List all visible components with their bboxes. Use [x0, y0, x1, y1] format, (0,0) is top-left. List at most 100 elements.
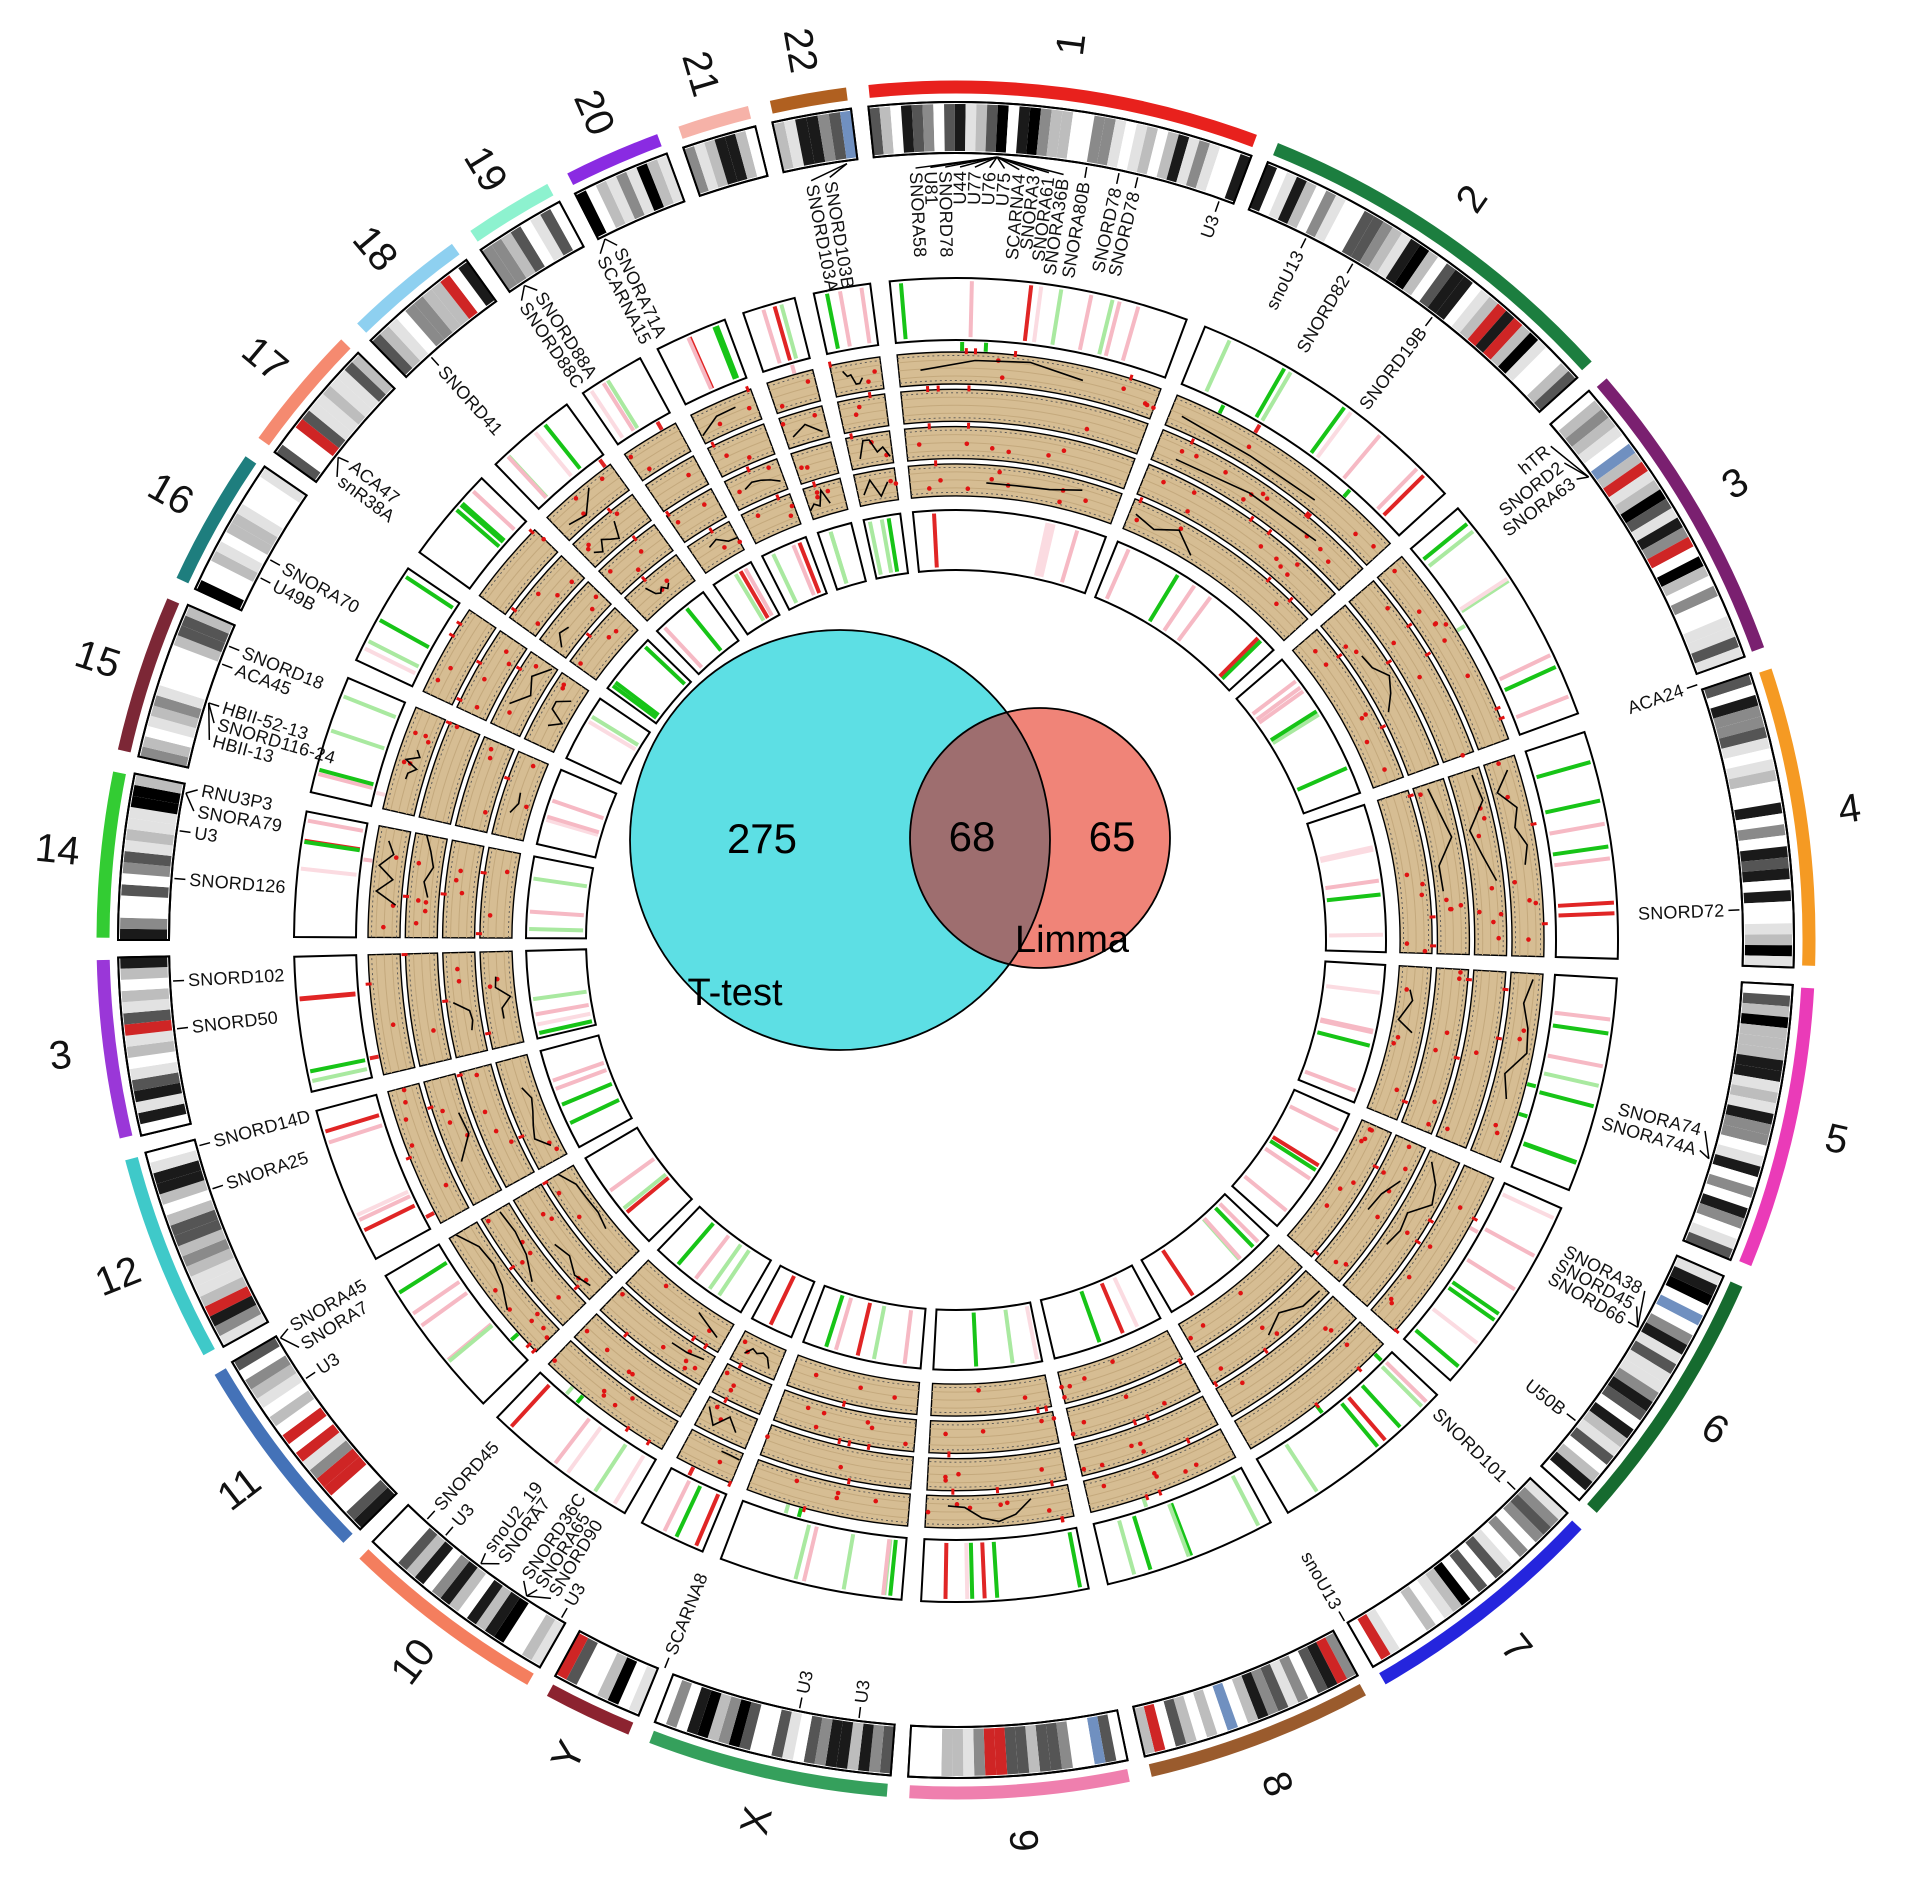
- data-ring-rule: [469, 1225, 554, 1336]
- data-tick: [1379, 724, 1387, 730]
- ideogram-band: [390, 1520, 430, 1563]
- gene-label-leader: [445, 1526, 454, 1536]
- gene-label: U76: [978, 171, 999, 205]
- inner-tick-ring-tick: [1271, 1135, 1320, 1168]
- chromosome-arc-10: [649, 1730, 888, 1797]
- data-point: [1359, 715, 1365, 721]
- outer-tick-ring-tick: [509, 1383, 551, 1428]
- ideogram-band: [275, 1398, 321, 1436]
- gene-label-leader: [996, 156, 1064, 176]
- data-tick: [456, 1073, 463, 1078]
- inner-tick-ring-box: [1039, 1264, 1162, 1360]
- data-tick: [1414, 1238, 1422, 1245]
- chromosome-arc-9: [909, 1769, 1130, 1800]
- data-ring-dash: [644, 577, 694, 619]
- outer-tick-ring-tick: [1382, 474, 1425, 517]
- inner-tick-ring-box: [524, 855, 595, 940]
- outer-tick-ring-tick: [1554, 856, 1611, 868]
- ideogram-band: [128, 806, 178, 825]
- data-ring-rule: [831, 364, 881, 375]
- ideogram-band: [1665, 1275, 1713, 1306]
- gene-label-leader: [1563, 462, 1590, 478]
- data-ring-dash: [692, 391, 752, 419]
- data-ring-rule: [781, 1397, 916, 1429]
- inner-tick-ring-tick: [532, 989, 587, 1002]
- data-point: [1152, 1471, 1157, 1476]
- data-point: [872, 369, 877, 374]
- outer-tick-ring-tick: [356, 1189, 409, 1217]
- data-ring-rule: [504, 660, 545, 730]
- data-tick: [1212, 1380, 1219, 1388]
- data-ring-rule: [765, 1439, 913, 1474]
- data-tick: [1189, 438, 1195, 445]
- ideogram-band: [1661, 566, 1709, 597]
- ideogram-band: [825, 1719, 843, 1768]
- inner-tick-ring-tick: [828, 531, 849, 585]
- data-point: [997, 469, 1002, 475]
- data-ring-dash: [668, 491, 713, 520]
- ideogram-band: [1366, 1608, 1400, 1655]
- data-point: [788, 513, 794, 519]
- data-ring-rule: [637, 443, 688, 475]
- inner-tick-ring-tick: [1099, 1282, 1125, 1334]
- data-ring-dash: [812, 505, 848, 517]
- data-ring-rule: [1321, 1138, 1404, 1266]
- data-point: [989, 476, 994, 482]
- data-tick: [1407, 793, 1415, 798]
- data-ring-rule: [1408, 968, 1446, 1126]
- ideogram-band: [1096, 117, 1116, 166]
- ideogram-band: [1641, 1322, 1688, 1355]
- inner-tick-ring-tick: [707, 1243, 743, 1290]
- data-ring-rule: [727, 465, 780, 490]
- outer-tick-ring-tick: [825, 293, 840, 350]
- data-ring-rule: [1087, 1442, 1229, 1498]
- data-ring-rule: [605, 1304, 704, 1379]
- data-ring-dash: [800, 469, 838, 482]
- outer-tick-ring-tick: [968, 1542, 975, 1599]
- outer-tick-ring-tick: [801, 1526, 819, 1582]
- data-ring-dash: [748, 1485, 908, 1523]
- ideogram-band: [1736, 1043, 1785, 1061]
- data-ring-rule: [688, 1436, 741, 1462]
- ideogram-border: [1548, 389, 1746, 676]
- ideogram-band: [792, 1713, 813, 1762]
- ideogram-band: [494, 1597, 529, 1643]
- data-ring-rule: [1125, 520, 1291, 636]
- chromosome-label-8: 8: [1253, 1766, 1302, 1802]
- data-ring-rule: [1238, 1327, 1367, 1429]
- ideogram-band: [406, 1534, 446, 1578]
- outer-tick-ring-tick: [593, 1443, 628, 1493]
- data-line: [452, 1001, 474, 1031]
- chromosome-arc-13: [214, 1368, 353, 1543]
- data-ring-dash: [425, 611, 473, 693]
- inner-tick-ring-tick: [1316, 1030, 1371, 1048]
- ideogram-band: [576, 1643, 608, 1691]
- ideogram-border: [144, 1138, 270, 1349]
- data-tick: [727, 1480, 733, 1488]
- gene-label-leader: [221, 663, 233, 669]
- data-point: [1121, 386, 1126, 392]
- data-ring-sector: [544, 1164, 640, 1275]
- ideogram-band: [1014, 1725, 1030, 1774]
- outer-tick-ring-box: [384, 1243, 530, 1405]
- ideogram-band: [140, 746, 189, 768]
- ideogram-band: [1510, 1494, 1552, 1535]
- ideogram-band: [1306, 1642, 1338, 1689]
- outer-tick-ring-tick: [1451, 1280, 1500, 1316]
- outer-tick-ring-tick: [300, 866, 357, 877]
- data-ring-rule: [1492, 973, 1536, 1160]
- data-ring-dash: [1248, 1341, 1382, 1447]
- data-point: [459, 890, 465, 896]
- data-line: [1135, 513, 1192, 556]
- data-tick: [1530, 822, 1537, 827]
- data-point: [1404, 941, 1410, 946]
- data-ring-rule: [383, 954, 400, 1072]
- data-point: [403, 1117, 409, 1122]
- data-ring-rule: [850, 454, 893, 463]
- ideogram-band: [371, 333, 413, 376]
- ideogram-band: [163, 1190, 212, 1216]
- data-ring-rule: [1299, 1126, 1378, 1247]
- outer-tick-ring-tick: [589, 389, 625, 439]
- ideogram-band: [309, 1440, 353, 1479]
- gene-label-leader: [560, 1607, 568, 1618]
